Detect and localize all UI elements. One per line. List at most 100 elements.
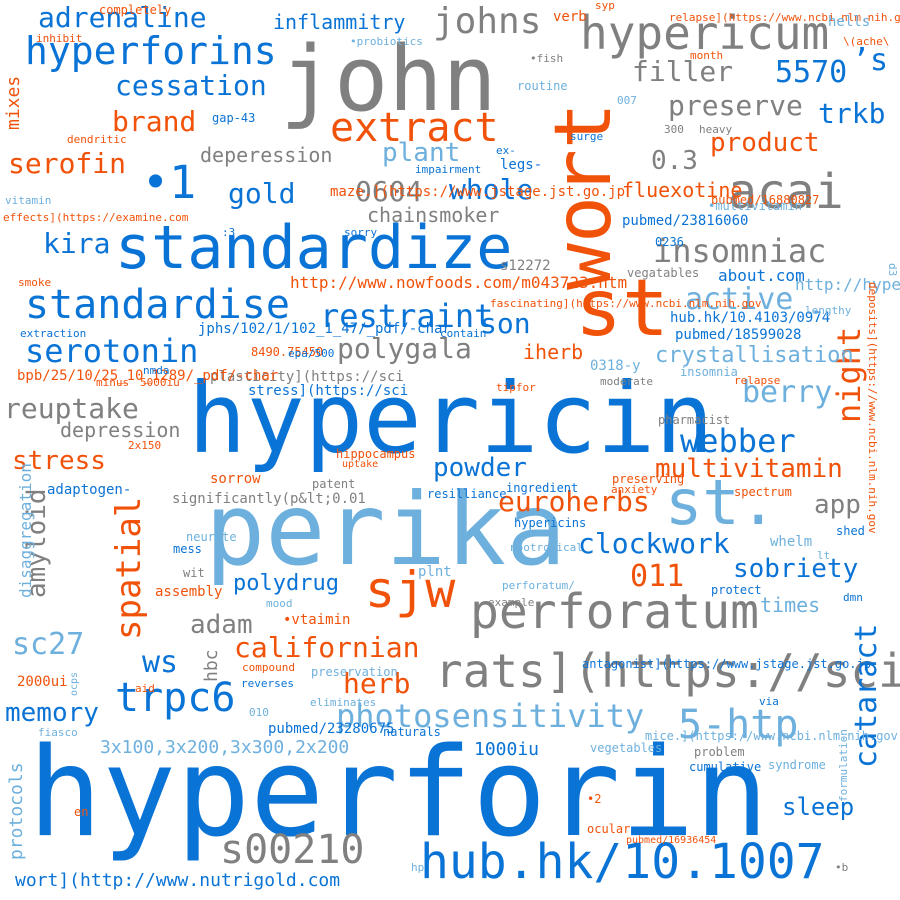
cloud-word: stress](https://sci — [248, 383, 409, 399]
cloud-word: anxiety — [611, 483, 658, 496]
cloud-word: ingredient — [506, 481, 579, 495]
cloud-word: disaggregation — [16, 463, 35, 598]
cloud-word: •multivitamin — [708, 199, 802, 213]
cloud-word: st — [575, 264, 669, 354]
cloud-word: st. — [665, 466, 777, 539]
cloud-word: ex- — [496, 144, 516, 157]
cloud-word: d3 — [886, 263, 899, 277]
cloud-word: hippocampus — [336, 447, 416, 461]
cloud-word: •fish — [530, 52, 564, 65]
cloud-word: •2 — [587, 792, 602, 806]
cloud-word: multivitamin — [655, 454, 843, 484]
cloud-word: moderate — [600, 375, 653, 388]
cloud-word: hells — [828, 14, 871, 30]
cloud-word: preservation — [311, 665, 398, 679]
cloud-word: epa/500 — [288, 347, 335, 360]
cloud-word: ’s — [852, 43, 889, 78]
cloud-word: reverses — [241, 677, 294, 690]
cloud-word: pubmed/16880827 — [711, 193, 820, 207]
cloud-word: via — [759, 695, 779, 708]
cloud-word: fascinating](https://www.ncbi.nlm.nih.go… — [490, 297, 762, 310]
cloud-word: 8490.75450 — [251, 345, 324, 359]
cloud-word: about.com — [718, 266, 805, 285]
cloud-word: en — [74, 805, 89, 819]
cloud-word: serotonin — [25, 332, 199, 370]
cloud-word: pubmed/16936454 — [626, 835, 717, 846]
cloud-word: depression — [60, 418, 181, 442]
cloud-word: •b — [835, 861, 849, 874]
cloud-word: plant — [382, 138, 461, 168]
cloud-word: aid — [135, 682, 155, 695]
cloud-word: fiasco — [38, 726, 78, 739]
cloud-word: spatial — [109, 496, 149, 640]
cloud-word: bpb/25/10/25_10_1289/_pdf/-char — [17, 368, 279, 384]
cloud-word: assembly — [155, 584, 223, 600]
cloud-word: stress — [12, 446, 106, 476]
cloud-word: ocps — [69, 671, 80, 696]
cloud-word: legs- — [500, 157, 543, 173]
cloud-word: euroherbs — [498, 485, 650, 518]
cloud-word: extraction — [20, 327, 87, 340]
cloud-word: powder — [433, 453, 527, 483]
cloud-word: clockwork — [578, 527, 730, 560]
cloud-word: eliminates — [310, 696, 377, 709]
cloud-word: johns — [433, 1, 542, 42]
cloud-word: hypericum — [580, 6, 830, 60]
cloud-word: trpc6 — [115, 675, 236, 721]
cloud-word: crystallisation — [655, 343, 854, 368]
cloud-word: cessation — [115, 69, 267, 102]
cloud-word: 5570 — [775, 55, 848, 90]
cloud-word: inhibit — [36, 32, 83, 45]
cloud-word: 300 — [664, 123, 684, 136]
cloud-word: 2000ui — [17, 674, 68, 690]
cloud-word: :3 — [222, 226, 236, 239]
cloud-word: plnt — [418, 564, 452, 580]
cloud-word: •probiotics — [350, 35, 423, 48]
cloud-word: night — [830, 326, 868, 423]
cloud-word: pubmed/23280675 — [268, 721, 395, 737]
cloud-word: compound — [242, 661, 295, 674]
cloud-word: rats](https://sci — [435, 644, 900, 698]
cloud-word: 1000iu — [474, 739, 540, 760]
cloud-word: syndrome — [768, 758, 826, 772]
cloud-word: wit — [183, 566, 205, 580]
cloud-word: protect — [711, 583, 762, 597]
cloud-word: lengthy — [805, 304, 852, 317]
cloud-word: whole — [449, 173, 534, 206]
cloud-word: adam — [190, 610, 253, 640]
cloud-word: verb — [553, 9, 587, 25]
cloud-word: minus — [96, 376, 130, 389]
cloud-word: webber — [680, 422, 796, 460]
cloud-word: preserving — [612, 472, 685, 486]
cloud-word: gold — [228, 177, 296, 210]
cloud-word: sjw — [365, 561, 456, 619]
cloud-word: significantly(p&lt;0.01 — [172, 491, 366, 507]
cloud-word: times — [760, 593, 821, 617]
cloud-word: son — [480, 307, 531, 340]
cloud-word: vegetables — [590, 741, 663, 755]
cloud-word: syp — [595, 0, 615, 12]
cloud-word: perforatum/ — [502, 579, 575, 592]
cloud-word: nmda — [143, 364, 170, 377]
cloud-word: 0236 — [655, 235, 684, 249]
cloud-word: hbc — [201, 649, 222, 682]
cloud-word: s12272 — [500, 258, 551, 274]
cloud-word: berry — [742, 375, 833, 410]
cloud-word: 010 — [249, 706, 269, 719]
cloud-word: effects](https://examine.com — [3, 211, 189, 224]
cloud-word: dendritic — [67, 133, 127, 146]
cloud-word: 5-htp — [678, 702, 799, 748]
cloud-word: impairment — [415, 163, 482, 176]
cloud-word: adaptogen- — [47, 482, 132, 498]
cloud-word: perika — [205, 471, 567, 588]
cloud-word: hyperforin — [28, 722, 769, 865]
cloud-word: •1 — [142, 156, 197, 209]
cloud-word: chainsmoker — [367, 203, 500, 227]
cloud-word: mice.](https://www.ncbi.nlm.nih.gov — [645, 729, 898, 743]
cloud-word: cumulative — [689, 760, 762, 774]
cloud-word: brand — [112, 105, 197, 138]
cloud-word: \(ache\ — [843, 35, 890, 48]
cloud-word: vitamin — [5, 194, 52, 207]
cloud-word: sleep — [782, 793, 855, 821]
cloud-word: standardise — [25, 282, 290, 328]
